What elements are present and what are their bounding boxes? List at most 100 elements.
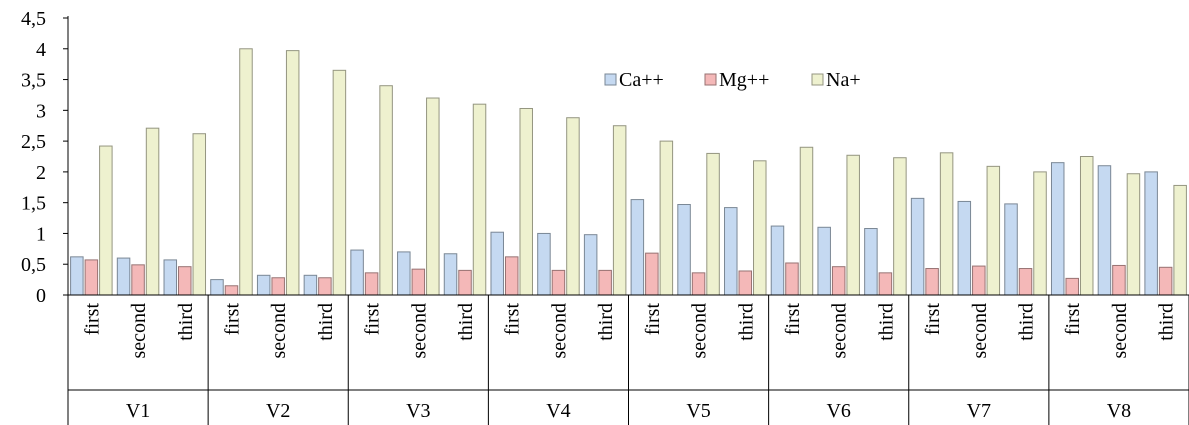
bar-naplus-19 [939, 152, 954, 296]
bar-naplus-5 [285, 50, 300, 296]
x-tick-label: second [408, 303, 430, 359]
group-label: V1 [126, 400, 150, 422]
bar-mgplusplus-12 [598, 269, 612, 296]
bar-caplusplus-20 [957, 200, 972, 296]
x-tick-label: first [1062, 303, 1084, 336]
bar-mgplusplus-6 [318, 277, 332, 296]
x-tick-label: first [362, 303, 384, 336]
x-tick-label: first [922, 303, 944, 336]
group-label: V2 [266, 400, 290, 422]
bar-mgplusplus-14 [691, 272, 706, 296]
y-tick-label: 4,5 [21, 8, 46, 30]
bar-mgplusplus-9 [458, 269, 472, 296]
bar-caplusplus-2 [116, 257, 131, 296]
y-tick-label: 3 [36, 100, 46, 122]
bar-caplusplus-16 [770, 225, 785, 296]
y-tick-label: 0,5 [21, 254, 46, 276]
bar-naplus-3 [192, 133, 207, 296]
x-tick-label: second [548, 303, 570, 359]
bar-naplus-20 [986, 165, 1001, 296]
bar-caplusplus-18 [864, 228, 878, 296]
bar-caplusplus-23 [1097, 165, 1112, 296]
y-tick-label: 2 [36, 162, 46, 184]
bar-caplusplus-6 [303, 274, 318, 296]
y-tick-label: 1,5 [21, 193, 46, 215]
bar-naplus-7 [379, 85, 393, 296]
y-tick-label: 3,5 [21, 70, 46, 92]
legend-label: Ca++ [619, 69, 664, 91]
y-tick-label: 4 [36, 39, 46, 61]
bar-mgplusplus-10 [504, 256, 519, 296]
group-label: V4 [546, 400, 570, 422]
x-tick-label: second [689, 303, 711, 359]
bar-naplus-8 [426, 97, 440, 296]
bar-naplus-22 [1079, 156, 1094, 296]
bar-mgplusplus-4 [224, 285, 239, 296]
bar-naplus-16 [799, 146, 814, 296]
bar-mgplusplus-18 [878, 272, 893, 296]
bar-mgplusplus-5 [271, 277, 285, 296]
bar-caplusplus-14 [677, 204, 691, 296]
bar-caplusplus-9 [443, 253, 458, 296]
bar-naplus-2 [145, 127, 160, 296]
group-label: V3 [406, 400, 430, 422]
bar-mgplusplus-13 [645, 252, 659, 296]
bar-mgplusplus-3 [178, 266, 192, 296]
group-label: V7 [967, 400, 991, 422]
bar-mgplusplus-16 [785, 262, 799, 296]
bar-naplus-15 [753, 160, 767, 296]
bar-mgplusplus-24 [1158, 266, 1173, 296]
bar-caplusplus-10 [490, 231, 504, 296]
bar-naplus-6 [332, 69, 347, 296]
x-tick-label: third [1016, 303, 1038, 341]
bar-caplusplus-15 [724, 207, 738, 296]
x-tick-label: first [221, 303, 243, 336]
x-tick-label: first [782, 303, 804, 336]
x-tick-label: first [642, 303, 664, 336]
x-tick-label: first [81, 303, 103, 336]
bar-mgplusplus-7 [364, 272, 379, 296]
legend-label: Mg++ [719, 69, 769, 91]
bar-caplusplus-4 [210, 279, 224, 296]
x-tick-label: second [128, 303, 150, 359]
legend-swatch [704, 73, 717, 86]
bar-mgplusplus-8 [411, 268, 426, 296]
x-tick-label: third [735, 303, 757, 341]
x-tick-label: third [875, 303, 897, 341]
bar-caplusplus-12 [583, 234, 598, 296]
bar-naplus-11 [566, 117, 580, 296]
bar-caplusplus-11 [537, 232, 551, 296]
x-tick-label: second [969, 303, 991, 359]
x-tick-label: third [455, 303, 477, 341]
bar-naplus-10 [519, 107, 533, 296]
x-tick-label: second [829, 303, 851, 359]
y-tick-label: 2,5 [21, 131, 46, 153]
bar-naplus-18 [893, 157, 907, 296]
bar-caplusplus-8 [397, 251, 411, 296]
bar-caplusplus-3 [163, 259, 178, 296]
bar-caplusplus-7 [350, 249, 364, 296]
group-label: V6 [826, 400, 850, 422]
bars [70, 48, 1187, 296]
x-axis: first second third first second third first sec… [67, 294, 1189, 425]
bar-caplusplus-5 [256, 274, 271, 296]
group-label: V8 [1107, 400, 1131, 422]
group-label: V5 [686, 400, 710, 422]
bar-mgplusplus-15 [738, 270, 753, 296]
bar-naplus-17 [846, 154, 860, 296]
bar-caplusplus-24 [1144, 171, 1158, 296]
bar-mgplusplus-2 [131, 264, 145, 296]
bar-naplus-4 [239, 48, 253, 296]
bar-caplusplus-1 [70, 256, 84, 296]
bar-naplus-9 [472, 103, 487, 296]
legend-swatch [604, 73, 617, 86]
legend-swatch [811, 73, 824, 86]
x-tick-label: first [502, 303, 524, 336]
x-tick-label: third [175, 303, 197, 341]
bar-mgplusplus-21 [1018, 268, 1033, 296]
bar-mgplusplus-1 [84, 259, 99, 296]
bar-caplusplus-22 [1050, 162, 1065, 296]
x-tick-label: third [595, 303, 617, 341]
bar-mgplusplus-11 [551, 269, 566, 296]
